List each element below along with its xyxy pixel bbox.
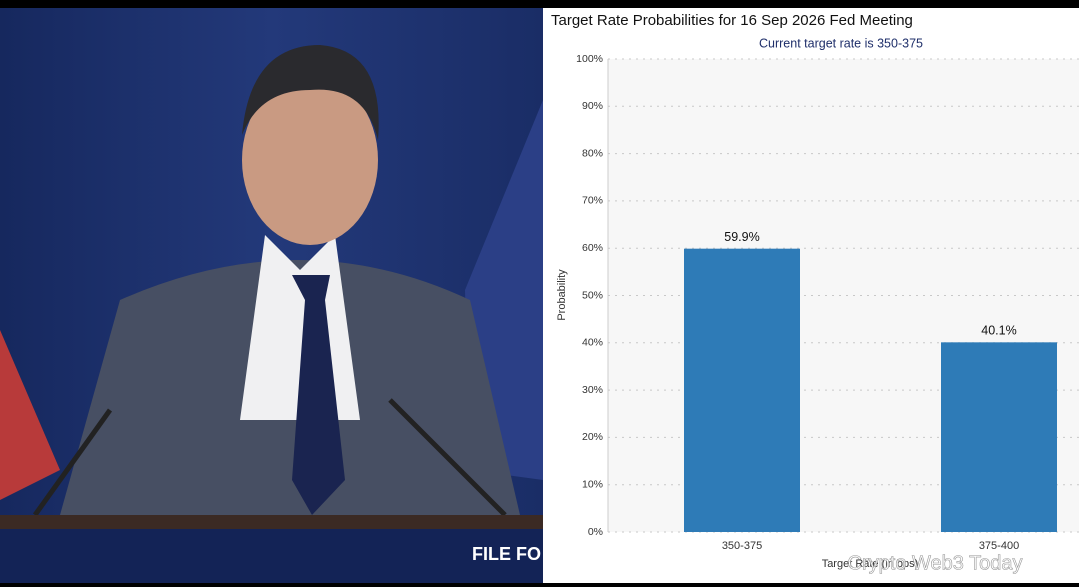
y-tick-label: 90%	[582, 100, 603, 112]
chart: 0% 10% 20% 30% 40% 50% 60% 70% 80% 90% 100% 350-375…	[576, 53, 1079, 552]
watermark: Crypto Web3 Today	[848, 552, 1023, 574]
y-tick-label: 80%	[582, 147, 603, 159]
y-tick-label: 70%	[582, 195, 603, 207]
value-label: 40.1%	[981, 324, 1016, 338]
y-tick-label: 0%	[588, 526, 603, 538]
bar	[941, 342, 1057, 532]
y-tick-label: 30%	[582, 384, 603, 396]
chart-subtitle: Current target rate is 350-375	[759, 36, 923, 50]
letterbox-bottom	[0, 583, 1079, 587]
y-tick-label: 50%	[582, 289, 603, 301]
photo: FILE FO	[0, 8, 543, 583]
x-tick-label: 350-375	[722, 540, 762, 552]
chart-title: Target Rate Probabilities for 16 Sep 202…	[551, 12, 913, 29]
y-tick-label: 100%	[576, 53, 603, 65]
podium	[0, 529, 543, 583]
y-tick-label: 40%	[582, 337, 603, 349]
microphone	[388, 398, 507, 517]
bar	[684, 248, 800, 532]
flag-left	[0, 330, 60, 500]
letterbox-top	[0, 0, 1079, 8]
podium-top	[0, 515, 543, 529]
y-tick-label: 20%	[582, 431, 603, 443]
y-tick-label: 10%	[582, 478, 603, 490]
x-axis-label: Target Rate (in bps)	[822, 558, 919, 570]
y-tick-label: 60%	[582, 242, 603, 254]
podium-text: FILE FO	[472, 544, 541, 564]
hair	[242, 45, 379, 140]
x-tick-label: 375-400	[979, 540, 1019, 552]
value-label: 59.9%	[724, 230, 759, 244]
y-axis-label: Probability	[556, 269, 568, 321]
tie	[292, 275, 345, 515]
face	[242, 75, 378, 245]
microphone	[32, 408, 113, 517]
